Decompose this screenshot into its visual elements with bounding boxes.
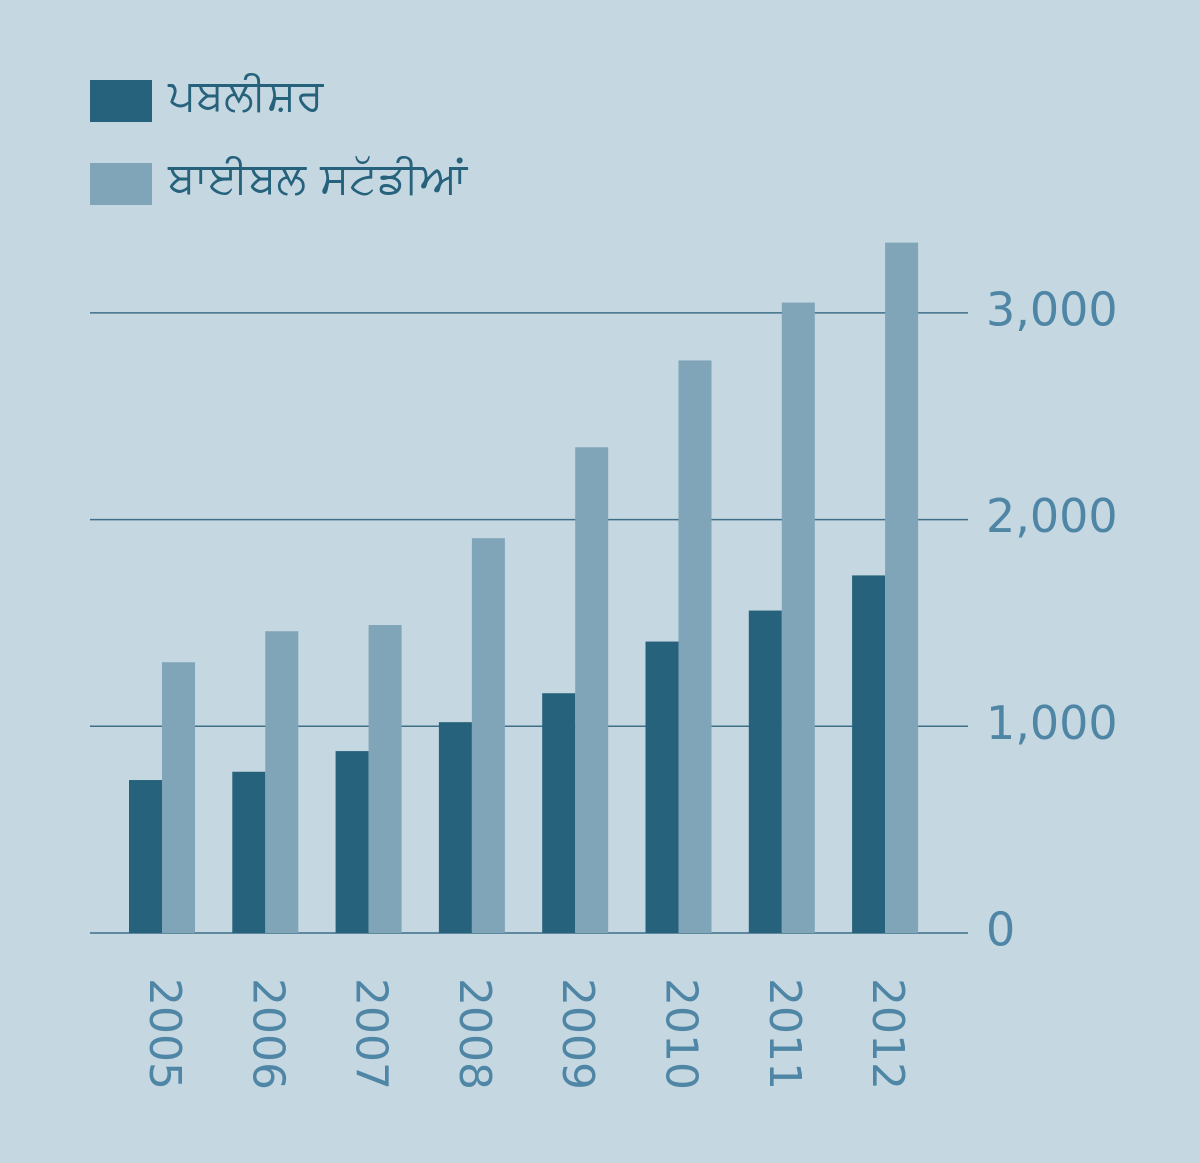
bar [129,780,162,933]
bar [265,631,299,933]
bar [781,302,815,933]
bar [335,751,369,933]
x-tick-label: 2011 [759,978,810,1090]
bar [885,242,919,933]
x-tick-label: 2005 [139,978,190,1090]
bar [678,360,712,933]
x-tick-label: 2008 [449,978,500,1090]
bar [645,641,679,933]
bar [438,722,472,933]
bar [232,771,266,933]
x-tick-label: 2012 [862,978,913,1090]
y-tick-label: 1,000 [986,696,1118,750]
y-tick-label: 0 [986,903,1015,957]
y-tick-label: 2,000 [986,489,1118,543]
x-tick-label: 2006 [242,978,293,1090]
bar [162,662,195,933]
bar [368,625,402,933]
x-tick-label: 2009 [552,978,603,1090]
x-tick-label: 2010 [656,978,707,1090]
bar [575,447,609,933]
bar [748,610,782,933]
bar [471,538,505,933]
legend-text: ਪਬਲੀਸ਼ਰ [167,70,324,121]
y-tick-label: 3,000 [986,282,1118,336]
legend-text: ਬਾਈਬਲ ਸਟੱਡੀਆਂ [167,153,468,204]
legend-swatch [90,163,152,205]
bar [852,575,886,933]
bar [542,693,576,933]
x-tick-label: 2007 [346,978,397,1090]
legend-swatch [90,80,152,122]
